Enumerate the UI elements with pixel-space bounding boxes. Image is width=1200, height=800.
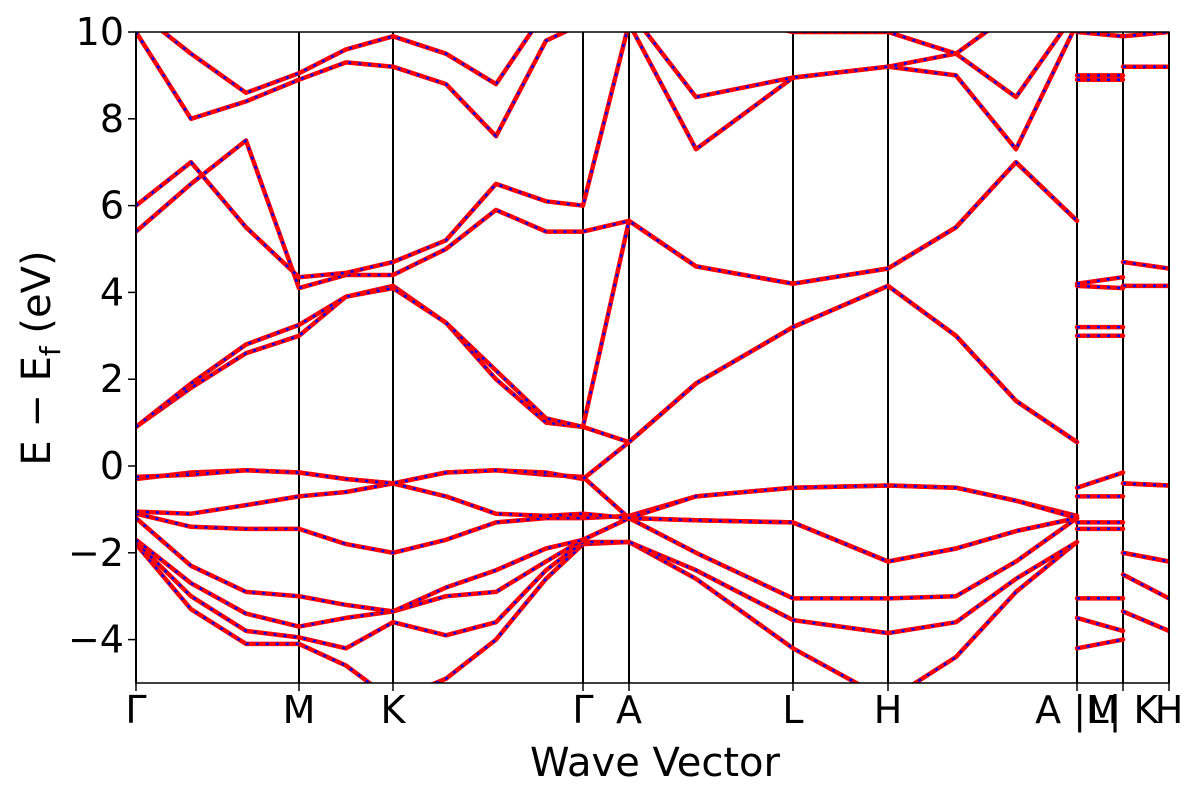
band-line xyxy=(136,468,1169,521)
x-tick-label: M xyxy=(283,688,316,732)
y-tick-label: 10 xyxy=(76,10,124,54)
x-tick-label: A xyxy=(616,688,642,732)
band-overlay xyxy=(136,139,1124,290)
y-tick-label: 8 xyxy=(100,97,124,141)
band-overlay xyxy=(136,32,1169,279)
band-overlay xyxy=(136,284,1169,485)
band-line xyxy=(136,283,1169,486)
x-tick-label: L| K xyxy=(1088,688,1160,733)
band-overlay xyxy=(136,482,1169,613)
x-tick-label: K xyxy=(381,688,407,732)
y-tick-label: 6 xyxy=(100,184,124,228)
x-tick-label: H xyxy=(874,688,903,732)
y-tick-label: −2 xyxy=(68,531,124,575)
x-tick-label: H xyxy=(1155,688,1184,732)
x-tick-label: A |M xyxy=(1035,688,1119,733)
band-line xyxy=(136,32,1169,139)
y-label-sub: f xyxy=(34,345,67,356)
band-overlay xyxy=(136,32,1169,138)
band-overlay xyxy=(136,482,1169,563)
y-label-unit: (eV) xyxy=(14,250,60,346)
x-tick-label: Γ xyxy=(125,688,146,732)
y-tick-label: −4 xyxy=(68,618,124,662)
y-tick-label: 4 xyxy=(100,270,124,314)
x-axis-label: Wave Vector xyxy=(530,740,781,786)
y-tick-label: 2 xyxy=(100,357,124,401)
band-overlay xyxy=(136,260,1169,444)
band-overlay xyxy=(136,484,1123,555)
bands xyxy=(136,32,1169,683)
x-tick-label: Γ xyxy=(572,688,593,732)
y-label-main: E − E xyxy=(14,356,60,466)
plot-frame xyxy=(135,31,1170,684)
x-tick-label: L xyxy=(782,688,803,732)
band-line xyxy=(136,539,1169,651)
band-overlay xyxy=(136,540,1169,683)
y-axis-label: E − Ef (eV) xyxy=(14,250,67,465)
band-line xyxy=(136,259,1169,445)
band-overlay xyxy=(136,516,1169,628)
band-line xyxy=(136,515,1169,629)
band-line xyxy=(136,539,1169,683)
band-overlay xyxy=(161,32,1124,95)
y-tick-label: 0 xyxy=(100,444,124,488)
